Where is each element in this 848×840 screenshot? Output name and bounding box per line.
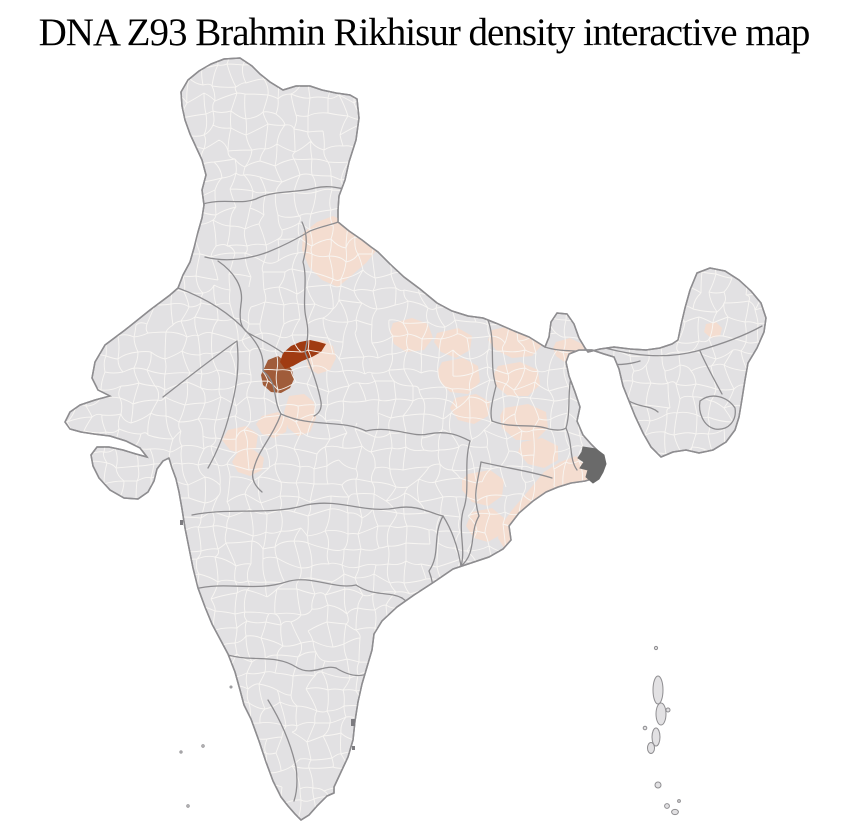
density-region-east-rajasthan-1[interactable] (222, 426, 258, 454)
density-region-odisha-inland-1[interactable] (462, 470, 504, 506)
density-region-north-mp-1[interactable] (256, 412, 288, 438)
density-region-odisha-coast[interactable] (498, 456, 598, 548)
island-chains (179, 645, 681, 816)
density-region-jharkhand-north[interactable] (500, 404, 548, 440)
density-region-jharkhand-bengal[interactable] (518, 438, 558, 468)
density-regions[interactable] (222, 216, 722, 548)
sundarbans-delta (180, 446, 607, 750)
page-title: DNA Z93 Brahmin Rikhisur density interac… (38, 11, 811, 54)
india-coastline (64, 57, 767, 821)
density-region-assam-spot[interactable] (704, 322, 722, 338)
density-region-south-bihar[interactable] (494, 362, 540, 396)
density-region-core-district[interactable] (280, 340, 326, 369)
